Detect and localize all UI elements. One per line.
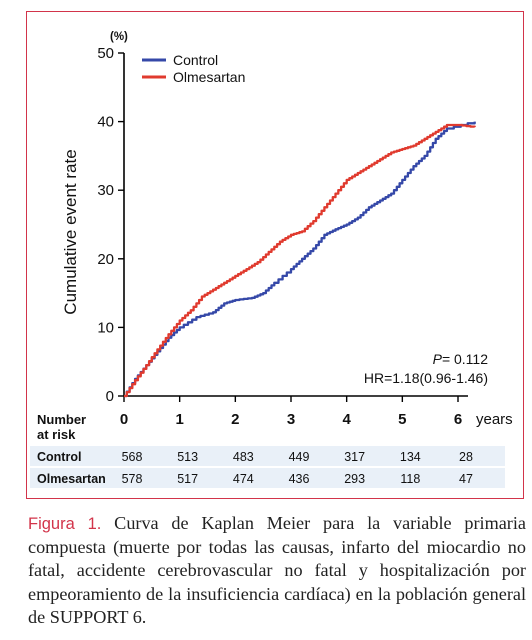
- p-value-annotation: P= 0.112: [433, 351, 489, 367]
- x-tick-label: 2: [231, 411, 239, 428]
- x-tick-label: 1: [175, 411, 183, 428]
- x-tick-label: 5: [398, 411, 406, 428]
- risk-cell: 317: [344, 450, 365, 464]
- risk-cell: 483: [233, 450, 254, 464]
- legend-label-control: Control: [173, 52, 218, 68]
- x-unit-label: years: [476, 411, 513, 428]
- risk-row-bg-control: [30, 446, 505, 466]
- y-tick-label: 0: [106, 388, 114, 405]
- risk-cell: 568: [122, 450, 143, 464]
- x-tick-label: 0: [120, 411, 128, 428]
- risk-row-label: Control: [37, 450, 81, 464]
- figure-frame: [26, 11, 524, 499]
- risk-cell: 449: [289, 450, 310, 464]
- figure-caption: Figura 1. Curva de Kaplan Meier para la …: [28, 512, 526, 629]
- caption-text: Curva de Kaplan Meier para la variable p…: [28, 513, 526, 627]
- risk-cell: 474: [233, 472, 254, 486]
- km-chart: (%) Cumulative event rate years Number a…: [30, 31, 513, 488]
- series-line-olmesartan: [124, 123, 476, 398]
- risk-row-bg-olmesartan: [30, 468, 505, 488]
- risk-row-label: Olmesartan: [37, 472, 106, 486]
- risk-cell: 28: [459, 450, 473, 464]
- legend-label-olmesartan: Olmesartan: [173, 69, 245, 85]
- risk-cell: 517: [177, 472, 198, 486]
- risk-cell: 578: [122, 472, 143, 486]
- risk-cell: 513: [177, 450, 198, 464]
- y-axis-title: Cumulative event rate: [61, 149, 80, 314]
- x-tick-label: 4: [342, 411, 351, 428]
- y-tick-label: 50: [97, 45, 114, 62]
- x-tick-label: 6: [454, 411, 462, 428]
- risk-cell: 436: [289, 472, 310, 486]
- risk-cell: 118: [400, 472, 420, 486]
- series-line-control: [124, 121, 476, 398]
- risk-header-line1: Number: [37, 412, 86, 427]
- y-unit-label: (%): [110, 31, 128, 43]
- risk-cell: 134: [400, 450, 421, 464]
- y-tick-label: 10: [97, 319, 114, 336]
- risk-cell: 47: [459, 472, 473, 486]
- y-tick-label: 30: [97, 182, 114, 199]
- y-tick-label: 40: [97, 114, 114, 131]
- risk-cell: 293: [344, 472, 365, 486]
- x-tick-label: 3: [287, 411, 295, 428]
- hr-annotation: HR=1.18(0.96-1.46): [364, 370, 488, 386]
- caption-lead: Figura 1.: [28, 515, 102, 533]
- y-tick-label: 20: [97, 251, 114, 268]
- risk-header-line2: at risk: [37, 427, 76, 442]
